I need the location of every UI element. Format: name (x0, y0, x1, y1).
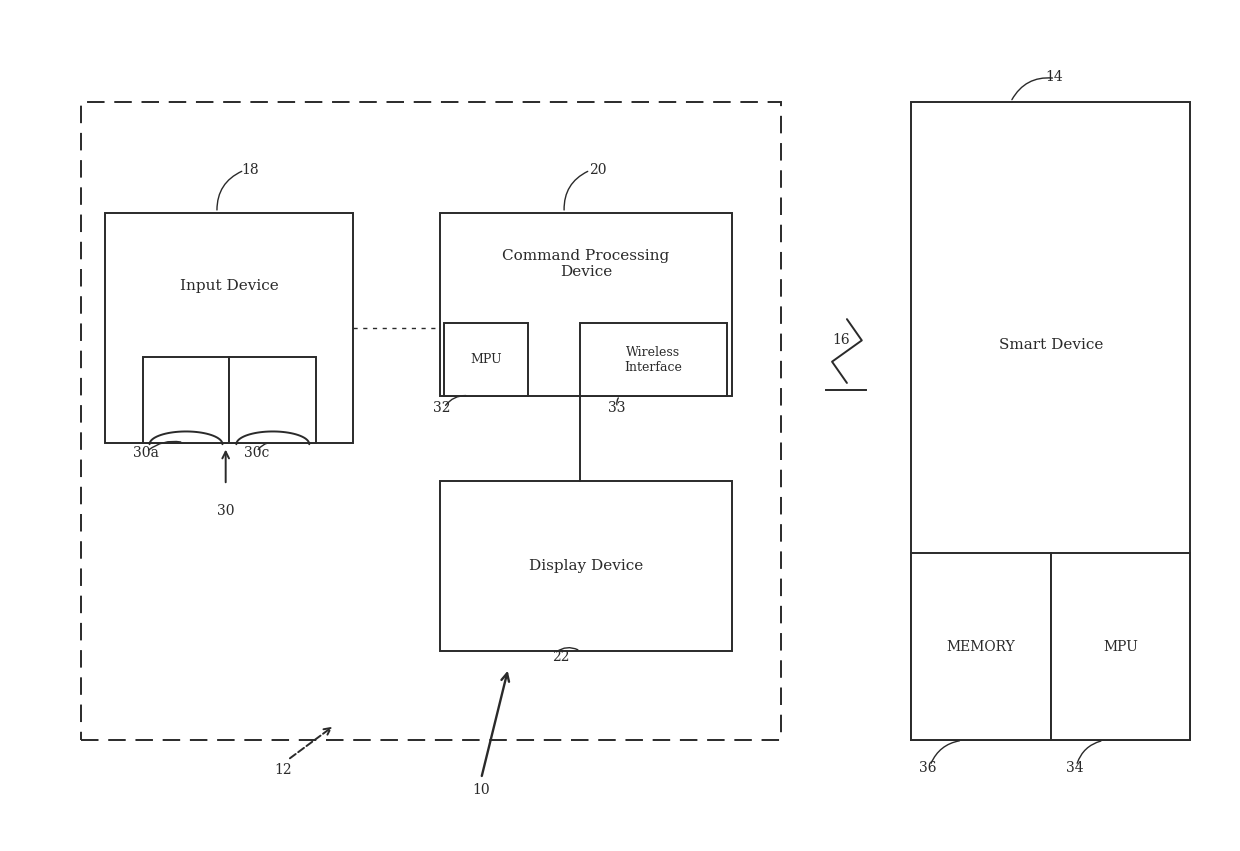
Text: Command Processing
Device: Command Processing Device (502, 248, 670, 279)
Text: 34: 34 (1066, 762, 1084, 775)
Text: MPU: MPU (470, 353, 502, 366)
Text: MPU: MPU (1104, 640, 1138, 654)
Text: Display Device: Display Device (528, 559, 644, 573)
Text: 14: 14 (1045, 70, 1063, 83)
Bar (229, 357, 316, 443)
Bar (440, 481, 732, 651)
Text: 33: 33 (608, 402, 625, 415)
Text: 22: 22 (552, 650, 569, 664)
Bar (105, 213, 353, 443)
Bar (580, 323, 727, 396)
Text: 36: 36 (919, 762, 936, 775)
Text: 12: 12 (274, 763, 291, 777)
Text: Wireless
Interface: Wireless Interface (625, 346, 682, 374)
Text: 30: 30 (217, 504, 234, 517)
Text: Input Device: Input Device (180, 279, 279, 294)
Text: 18: 18 (242, 163, 259, 177)
Bar (440, 213, 732, 396)
Bar (911, 553, 1052, 740)
Text: 10: 10 (472, 783, 490, 797)
Text: Smart Device: Smart Device (998, 338, 1104, 351)
Text: 30a: 30a (134, 446, 159, 460)
Text: 16: 16 (832, 334, 849, 347)
Text: 30c: 30c (244, 446, 269, 460)
Text: MEMORY: MEMORY (947, 640, 1016, 654)
Text: 32: 32 (433, 402, 450, 415)
Bar (81, 102, 781, 740)
Bar (911, 102, 1190, 740)
Bar (444, 323, 528, 396)
Bar (1052, 553, 1190, 740)
Text: 20: 20 (589, 163, 606, 177)
Bar (143, 357, 229, 443)
